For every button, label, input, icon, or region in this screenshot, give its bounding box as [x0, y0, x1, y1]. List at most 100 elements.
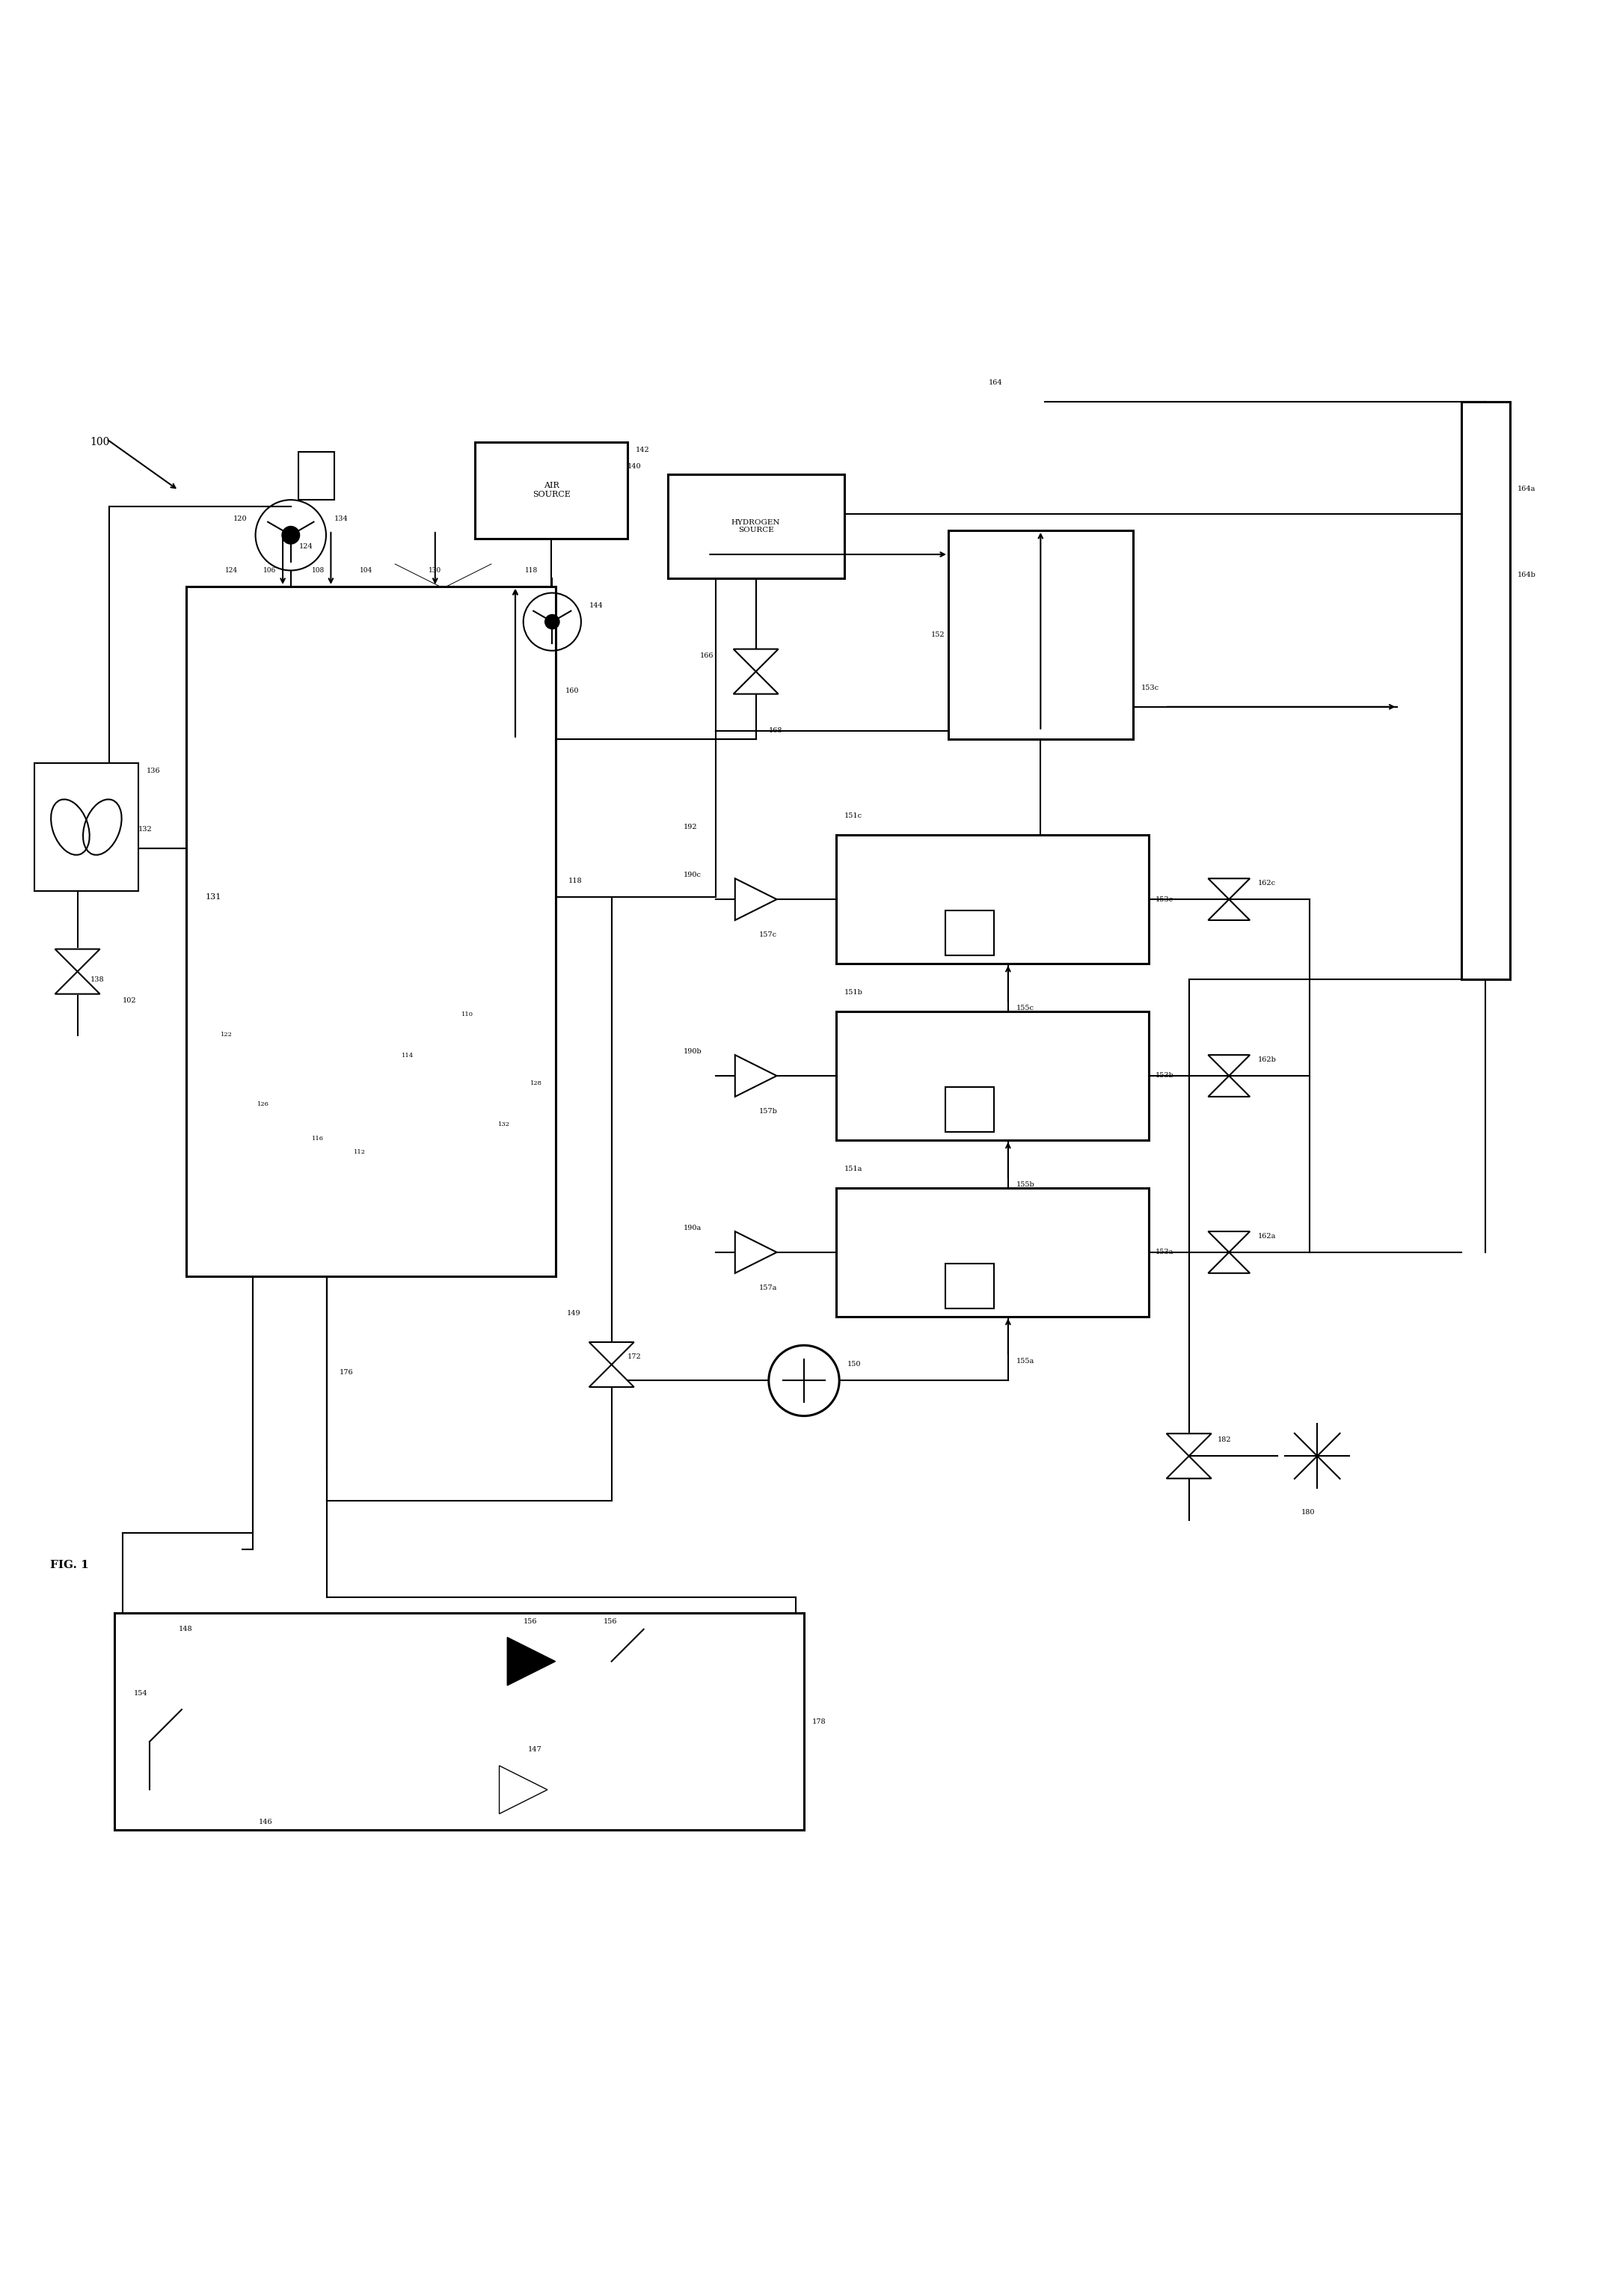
Text: 155b: 155b [1016, 1182, 1034, 1189]
Text: 153b: 153b [1155, 1072, 1174, 1079]
Text: 162c: 162c [1257, 879, 1275, 886]
Polygon shape [1208, 1231, 1249, 1251]
Text: AIR
SOURCE: AIR SOURCE [532, 482, 571, 498]
Text: 160: 160 [564, 687, 579, 693]
Text: 114: 114 [402, 1052, 413, 1058]
Text: 130: 130 [429, 567, 442, 574]
Bar [836, 1013, 1148, 1141]
Text: 168: 168 [769, 728, 783, 735]
Text: 152: 152 [931, 631, 946, 638]
Polygon shape [733, 670, 778, 693]
Polygon shape [735, 1231, 777, 1274]
Text: 149: 149 [566, 1311, 580, 1316]
Text: 146: 146 [259, 1818, 273, 1825]
Text: 180: 180 [1301, 1508, 1315, 1515]
Polygon shape [1208, 900, 1249, 921]
Bar [299, 452, 334, 501]
Text: 172: 172 [627, 1352, 642, 1359]
Text: 162a: 162a [1257, 1233, 1277, 1240]
Text: 157b: 157b [759, 1107, 778, 1114]
Text: 131: 131 [206, 893, 222, 900]
Text: 124: 124 [299, 544, 314, 549]
Bar [114, 1614, 804, 1830]
Text: 132: 132 [138, 827, 153, 833]
Text: 124: 124 [225, 567, 238, 574]
Text: HYDROGEN
SOURCE: HYDROGEN SOURCE [732, 519, 780, 533]
Text: 151b: 151b [844, 990, 863, 996]
Text: 155c: 155c [1016, 1006, 1034, 1013]
Text: 153c: 153c [1140, 684, 1159, 691]
Polygon shape [498, 1766, 547, 1814]
Bar [667, 475, 844, 579]
Bar [946, 1263, 994, 1309]
Bar [946, 912, 994, 955]
Text: 164b: 164b [1518, 572, 1536, 579]
Text: 156: 156 [603, 1619, 617, 1626]
Text: 132: 132 [498, 1120, 510, 1127]
Text: 151c: 151c [844, 813, 862, 820]
Text: 147: 147 [527, 1747, 542, 1752]
Text: 122: 122 [220, 1031, 233, 1038]
Text: 118: 118 [568, 877, 582, 884]
Polygon shape [589, 1364, 634, 1387]
Text: 176: 176 [339, 1368, 354, 1375]
Text: 192: 192 [683, 824, 698, 831]
Bar [949, 530, 1132, 739]
Text: 182: 182 [1217, 1437, 1232, 1444]
Text: 138: 138 [90, 976, 105, 983]
Text: 108: 108 [312, 567, 325, 574]
Polygon shape [1208, 879, 1249, 900]
Polygon shape [1208, 1054, 1249, 1077]
Bar [187, 585, 555, 1277]
Text: 120: 120 [233, 517, 248, 523]
Text: 144: 144 [589, 602, 603, 608]
Text: 151a: 151a [844, 1166, 862, 1173]
Text: 157c: 157c [759, 932, 777, 939]
Polygon shape [55, 971, 100, 994]
Text: 106: 106 [264, 567, 277, 574]
Polygon shape [55, 948, 100, 971]
Text: 178: 178 [812, 1717, 827, 1724]
Text: 153a: 153a [1155, 1249, 1174, 1256]
Text: 128: 128 [531, 1079, 542, 1086]
Text: 190c: 190c [683, 872, 701, 879]
Text: 110: 110 [461, 1010, 473, 1017]
Polygon shape [1208, 1077, 1249, 1097]
Text: 116: 116 [312, 1137, 325, 1141]
Text: 162b: 162b [1257, 1056, 1277, 1063]
Text: 190b: 190b [683, 1049, 703, 1056]
Polygon shape [1208, 1251, 1249, 1274]
Bar [1462, 402, 1510, 980]
Text: 148: 148 [178, 1626, 193, 1632]
Text: 102: 102 [122, 996, 137, 1003]
Text: 153c: 153c [1155, 895, 1174, 902]
Text: 142: 142 [635, 448, 650, 455]
Text: 156: 156 [523, 1619, 537, 1626]
Circle shape [281, 526, 299, 544]
Text: 164: 164 [989, 379, 1002, 386]
Text: 136: 136 [146, 767, 161, 774]
Bar [836, 1187, 1148, 1316]
Bar [476, 443, 627, 537]
Bar [836, 836, 1148, 964]
Text: 150: 150 [847, 1362, 862, 1368]
Text: 157a: 157a [759, 1283, 777, 1290]
Bar [34, 762, 138, 891]
Polygon shape [733, 650, 778, 670]
Polygon shape [507, 1637, 555, 1685]
Text: 126: 126 [257, 1100, 270, 1107]
Bar [946, 1086, 994, 1132]
Text: 134: 134 [334, 517, 347, 523]
Text: 100: 100 [90, 436, 109, 448]
Polygon shape [735, 879, 777, 921]
Polygon shape [735, 1054, 777, 1097]
Text: 164a: 164a [1518, 484, 1536, 491]
Polygon shape [589, 1343, 634, 1364]
Text: 112: 112 [354, 1150, 365, 1155]
Text: 154: 154 [133, 1690, 148, 1697]
Circle shape [545, 615, 560, 629]
Text: 118: 118 [524, 567, 537, 574]
Polygon shape [1166, 1433, 1211, 1456]
Text: 190a: 190a [683, 1224, 701, 1231]
Text: 166: 166 [699, 652, 714, 659]
